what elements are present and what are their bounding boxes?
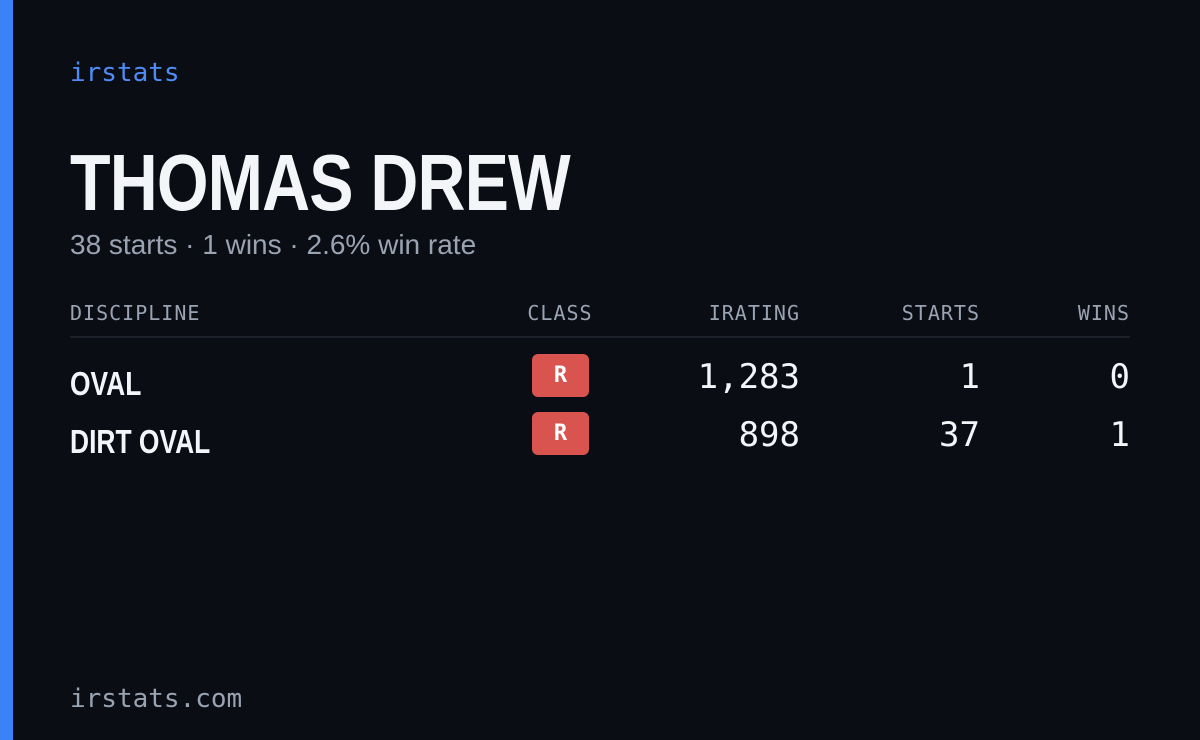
stat-value: 0 bbox=[1109, 357, 1130, 397]
driver-summary: 38 starts · 1 wins · 2.6% win rate bbox=[70, 229, 477, 260]
class-badge: R bbox=[532, 354, 589, 397]
discipline: DIRT OVAL bbox=[70, 423, 211, 460]
column-header: DISCIPLINE bbox=[70, 301, 201, 325]
column-header: STARTS bbox=[901, 301, 980, 325]
stat-value: 898 bbox=[738, 415, 800, 455]
class-badge: R bbox=[532, 412, 589, 455]
discipline: OVAL bbox=[70, 365, 142, 402]
column-header: WINS bbox=[1077, 301, 1130, 325]
stat-value: 1 bbox=[959, 357, 980, 397]
footer: irstats.com bbox=[70, 684, 243, 714]
column-header: CLASS bbox=[527, 301, 593, 325]
column-header: IRATING bbox=[708, 301, 800, 325]
driver-name: THOMAS DREW bbox=[70, 138, 571, 227]
stat-value: 37 bbox=[939, 415, 980, 455]
brand: irstats bbox=[70, 58, 180, 88]
stat-value: 1 bbox=[1109, 415, 1130, 455]
accent-bar bbox=[0, 0, 13, 740]
stat-value: 1,283 bbox=[697, 357, 800, 397]
header-rule bbox=[70, 336, 1130, 338]
